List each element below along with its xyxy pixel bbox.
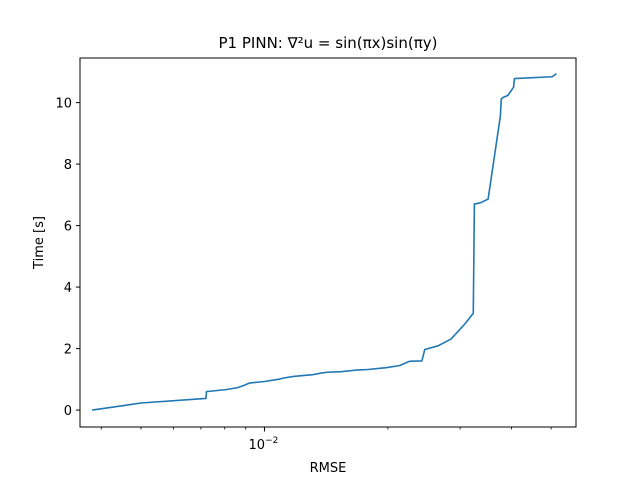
axes-frame — [79, 57, 577, 428]
x-axis-label: RMSE — [310, 461, 347, 476]
y-tick-label: 10 — [55, 97, 72, 112]
y-tick-label: 6 — [64, 220, 72, 235]
y-axis-label: Time [s] — [32, 216, 47, 270]
y-tick-label: 0 — [64, 404, 72, 419]
series-line-0 — [92, 73, 557, 411]
y-tick-label: 8 — [64, 158, 72, 173]
y-axis: 0 2 4 6 8 10 — [55, 97, 80, 419]
plot-area — [92, 73, 557, 411]
y-tick-label: 2 — [64, 343, 72, 358]
y-tick-label: 4 — [64, 281, 72, 296]
chart-title: P1 PINN: ∇²u = sin(πx)sin(πy) — [219, 34, 438, 52]
